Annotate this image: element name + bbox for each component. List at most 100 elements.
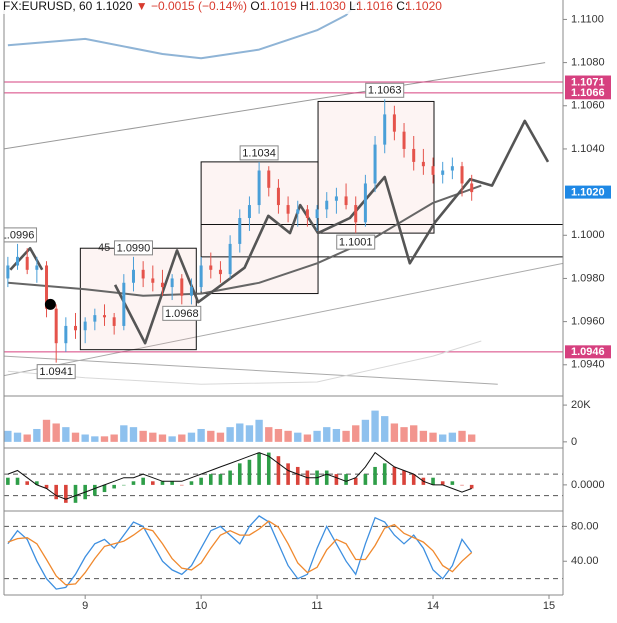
macd-bar [35,481,39,485]
price-note: 1.0990 [117,242,151,254]
volume-bar [429,432,437,442]
price-note-box [365,82,405,98]
macd-bar [160,481,165,485]
candle-body [315,209,319,219]
macd-bar [44,484,49,489]
candle-body [392,114,396,132]
macd-bar [344,474,348,485]
candle-body [74,325,78,331]
price: 1.1020 [96,0,133,13]
volume-panel [4,410,476,442]
price-note: 1.1034 [242,147,276,159]
trend-line [4,355,498,385]
price-panel: 1.0996 1.0990 1.0968 1.0941 1.1034 1.1063 1.10… [4,0,563,385]
change: −0.0015 (−0.14%) [151,0,247,13]
macd-bar [122,484,126,486]
candle-body [373,144,377,184]
candle-body [296,209,300,214]
price-tag-label: 1.0946 [571,346,605,358]
volume-bar [352,425,360,442]
volume-bar [439,434,447,442]
macd-bar [334,474,339,485]
x-tick-label: 9 [82,600,88,612]
symbol: FX:EURUSD, 60 [3,0,93,13]
macd-bar [402,470,406,485]
candle-body [238,218,242,244]
y-tick-label: 0.0000 [571,479,605,491]
x-tick-label: 11 [311,600,322,612]
macd-bar [199,477,203,485]
candle-body [450,166,454,171]
volume-bar [110,434,118,442]
candle-body [189,287,193,296]
volume-bar [342,430,350,442]
o-label: O: [250,0,263,13]
candle-body [441,170,445,175]
candle-body [54,308,58,344]
candle-body [6,265,10,279]
macd-bar [247,459,252,485]
macd-bar [25,481,29,485]
volume-bar [42,419,51,442]
volume-bar [284,430,292,442]
macd-bar [102,484,107,493]
volume-bar [100,436,109,442]
price-note-box [113,240,153,256]
price-note-box [162,305,202,321]
macd-bar [373,466,377,485]
y-tick-label: 1.1040 [571,143,605,155]
price-tag-label: 1.1020 [571,187,605,199]
volume-bar [313,430,321,442]
price-tag [565,86,611,100]
macd-bar [266,452,271,485]
x-tick-label: 10 [195,600,207,612]
y-tick-label: 1.0960 [571,316,605,328]
candle-body [344,196,348,206]
y-tick-label: 80.00 [571,520,599,532]
candle-body [286,205,290,214]
candle-body [228,243,232,275]
c-label: C: [396,0,408,13]
candle-body [102,315,106,318]
macd-bar [440,481,445,485]
volume-bar [371,410,379,442]
macd-bar [324,470,329,485]
x-tick-label: 14 [427,600,439,612]
price-note: 1.1063 [368,85,402,97]
macd-bar [392,466,397,485]
candle-body [170,278,174,288]
volume-bar [332,428,341,442]
price-note: 1.1001 [339,237,373,249]
volume-bar [33,428,41,442]
macd-bar [431,477,435,485]
y-tick-label: 1.0980 [571,272,605,284]
volume-bar [448,432,457,442]
volume-bar [120,425,128,442]
y-tick-label: 1.1060 [571,100,605,112]
macd-bar [170,481,174,485]
candle-body [25,256,29,270]
macd-bar [218,474,223,485]
volume-bar [400,427,408,442]
volume-bar [419,430,428,442]
candle-body [276,187,280,206]
candle-body [64,325,68,344]
candle-body [16,256,20,266]
volume-bar [274,428,283,442]
volume-bar [23,434,31,442]
macd-bar [353,477,358,485]
volume-bar [265,427,273,442]
macd-bar [469,484,474,489]
candle-body [267,170,271,188]
volume-bar [139,430,147,442]
price-note: 1.0941 [39,366,73,378]
volume-bar [236,423,244,442]
volume-bar [226,427,234,442]
candle-body [131,269,135,283]
macd-bar [73,484,78,503]
y-tick-label: 1.1080 [571,57,605,69]
volume-bar [52,423,60,442]
volume-bar [294,432,302,442]
